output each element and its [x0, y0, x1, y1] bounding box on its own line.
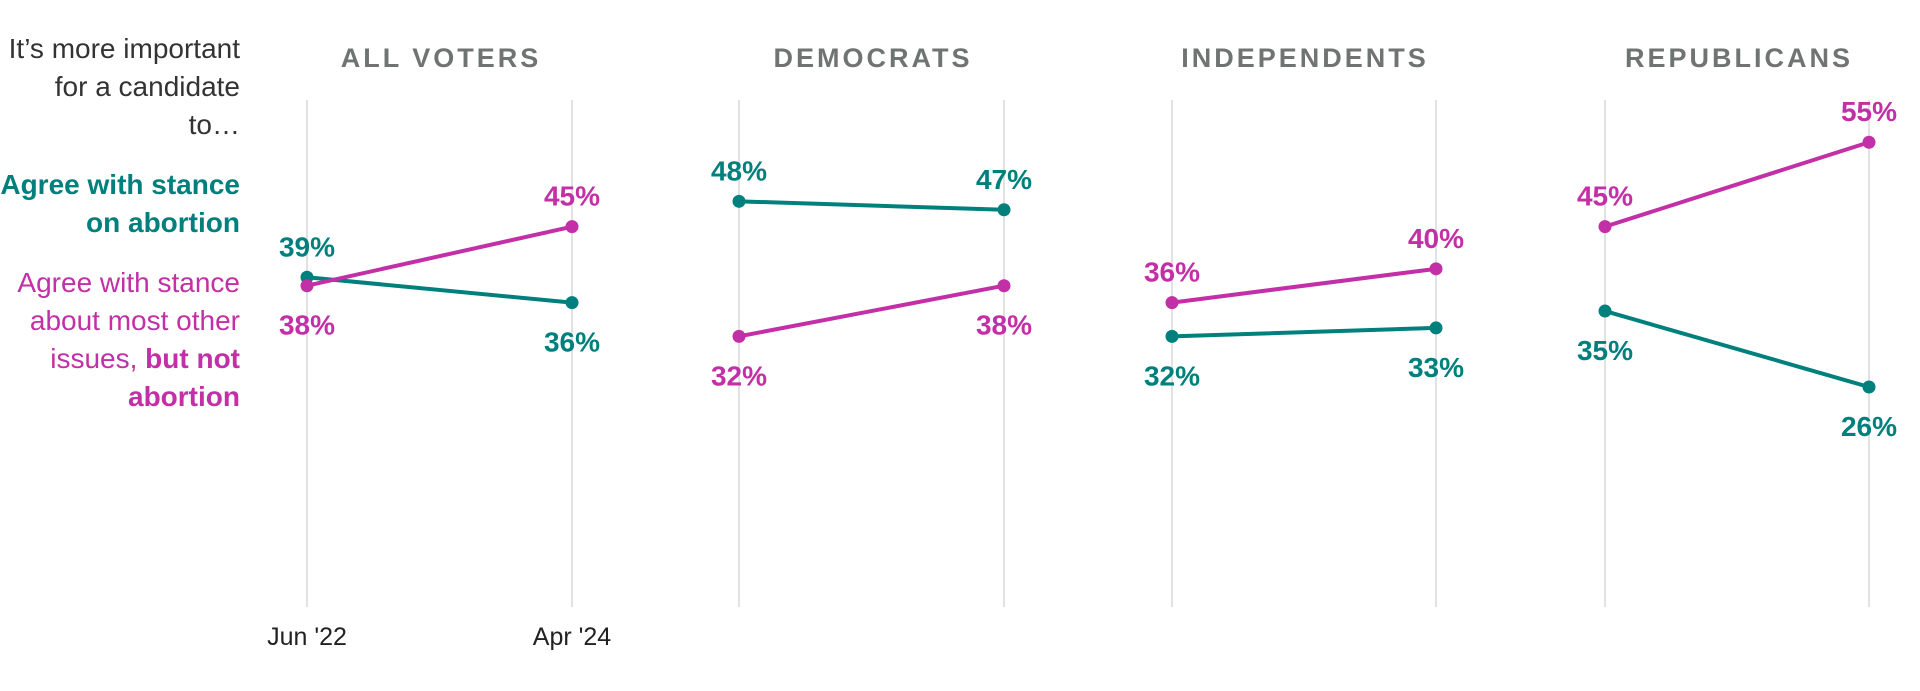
panel-title-republicans: REPUBLICANS [1625, 43, 1853, 73]
series-line-all-voters-abortion [305, 275, 574, 305]
data-label-democrats-abortion-1: 47% [976, 164, 1032, 195]
x-tick-label-0: Jun '22 [267, 623, 347, 651]
point-independents-other-1 [1429, 262, 1443, 276]
data-label-independents-abortion-0: 32% [1144, 360, 1200, 391]
series-line-all-voters-other [305, 224, 574, 288]
legend-series1: Agree with stance on abortion [0, 169, 240, 238]
legend: It’s more important for a candidate to… … [0, 30, 240, 416]
series-line-republicans-abortion [1603, 309, 1871, 389]
panel-title-democrats: DEMOCRATS [774, 43, 973, 73]
series-line-democrats-abortion [737, 199, 1006, 212]
data-label-republicans-other-1: 55% [1841, 96, 1897, 127]
point-republicans-abortion-0 [1598, 304, 1612, 318]
point-all-voters-other-0 [300, 279, 314, 293]
data-label-democrats-other-1: 38% [976, 310, 1032, 341]
panel-title-all-voters: ALL VOTERS [341, 43, 542, 73]
point-independents-abortion-1 [1429, 321, 1443, 335]
legend-series2-prefix: Agree with stance about most other issue… [17, 267, 240, 374]
point-republicans-other-0 [1598, 220, 1612, 234]
point-independents-other-0 [1165, 296, 1179, 310]
data-label-all-voters-abortion-1: 36% [544, 327, 600, 358]
data-label-all-voters-other-1: 45% [544, 181, 600, 212]
data-label-independents-abortion-1: 33% [1408, 352, 1464, 383]
data-label-all-voters-other-0: 38% [279, 310, 335, 341]
point-democrats-other-0 [732, 329, 746, 343]
point-democrats-abortion-0 [732, 194, 746, 208]
series-line-democrats-other [737, 283, 1006, 339]
point-all-voters-abortion-1 [565, 296, 579, 310]
data-label-independents-other-0: 36% [1144, 257, 1200, 288]
point-all-voters-other-1 [565, 220, 579, 234]
point-independents-abortion-0 [1165, 329, 1179, 343]
data-label-all-voters-abortion-0: 39% [279, 231, 335, 262]
legend-intro: It’s more important for a candidate to… [8, 33, 240, 140]
series-line-republicans-other [1603, 140, 1871, 229]
panel-title-independents: INDEPENDENTS [1181, 43, 1429, 73]
data-label-democrats-abortion-0: 48% [711, 155, 767, 186]
legend-series2: Agree with stance about most other issue… [0, 264, 240, 416]
point-democrats-abortion-1 [997, 203, 1011, 217]
point-republicans-other-1 [1862, 135, 1876, 149]
legend-series2-bold: but not abortion [128, 343, 240, 412]
series-line-independents-abortion [1170, 325, 1438, 339]
point-republicans-abortion-1 [1862, 380, 1876, 394]
data-label-democrats-other-0: 32% [711, 360, 767, 391]
series-line-independents-other [1170, 266, 1438, 305]
data-label-republicans-abortion-1: 26% [1841, 411, 1897, 442]
data-label-independents-other-1: 40% [1408, 223, 1464, 254]
data-label-republicans-abortion-0: 35% [1577, 335, 1633, 366]
point-democrats-other-1 [997, 279, 1011, 293]
x-tick-label-1: Apr '24 [533, 623, 612, 651]
data-label-republicans-other-0: 45% [1577, 181, 1633, 212]
